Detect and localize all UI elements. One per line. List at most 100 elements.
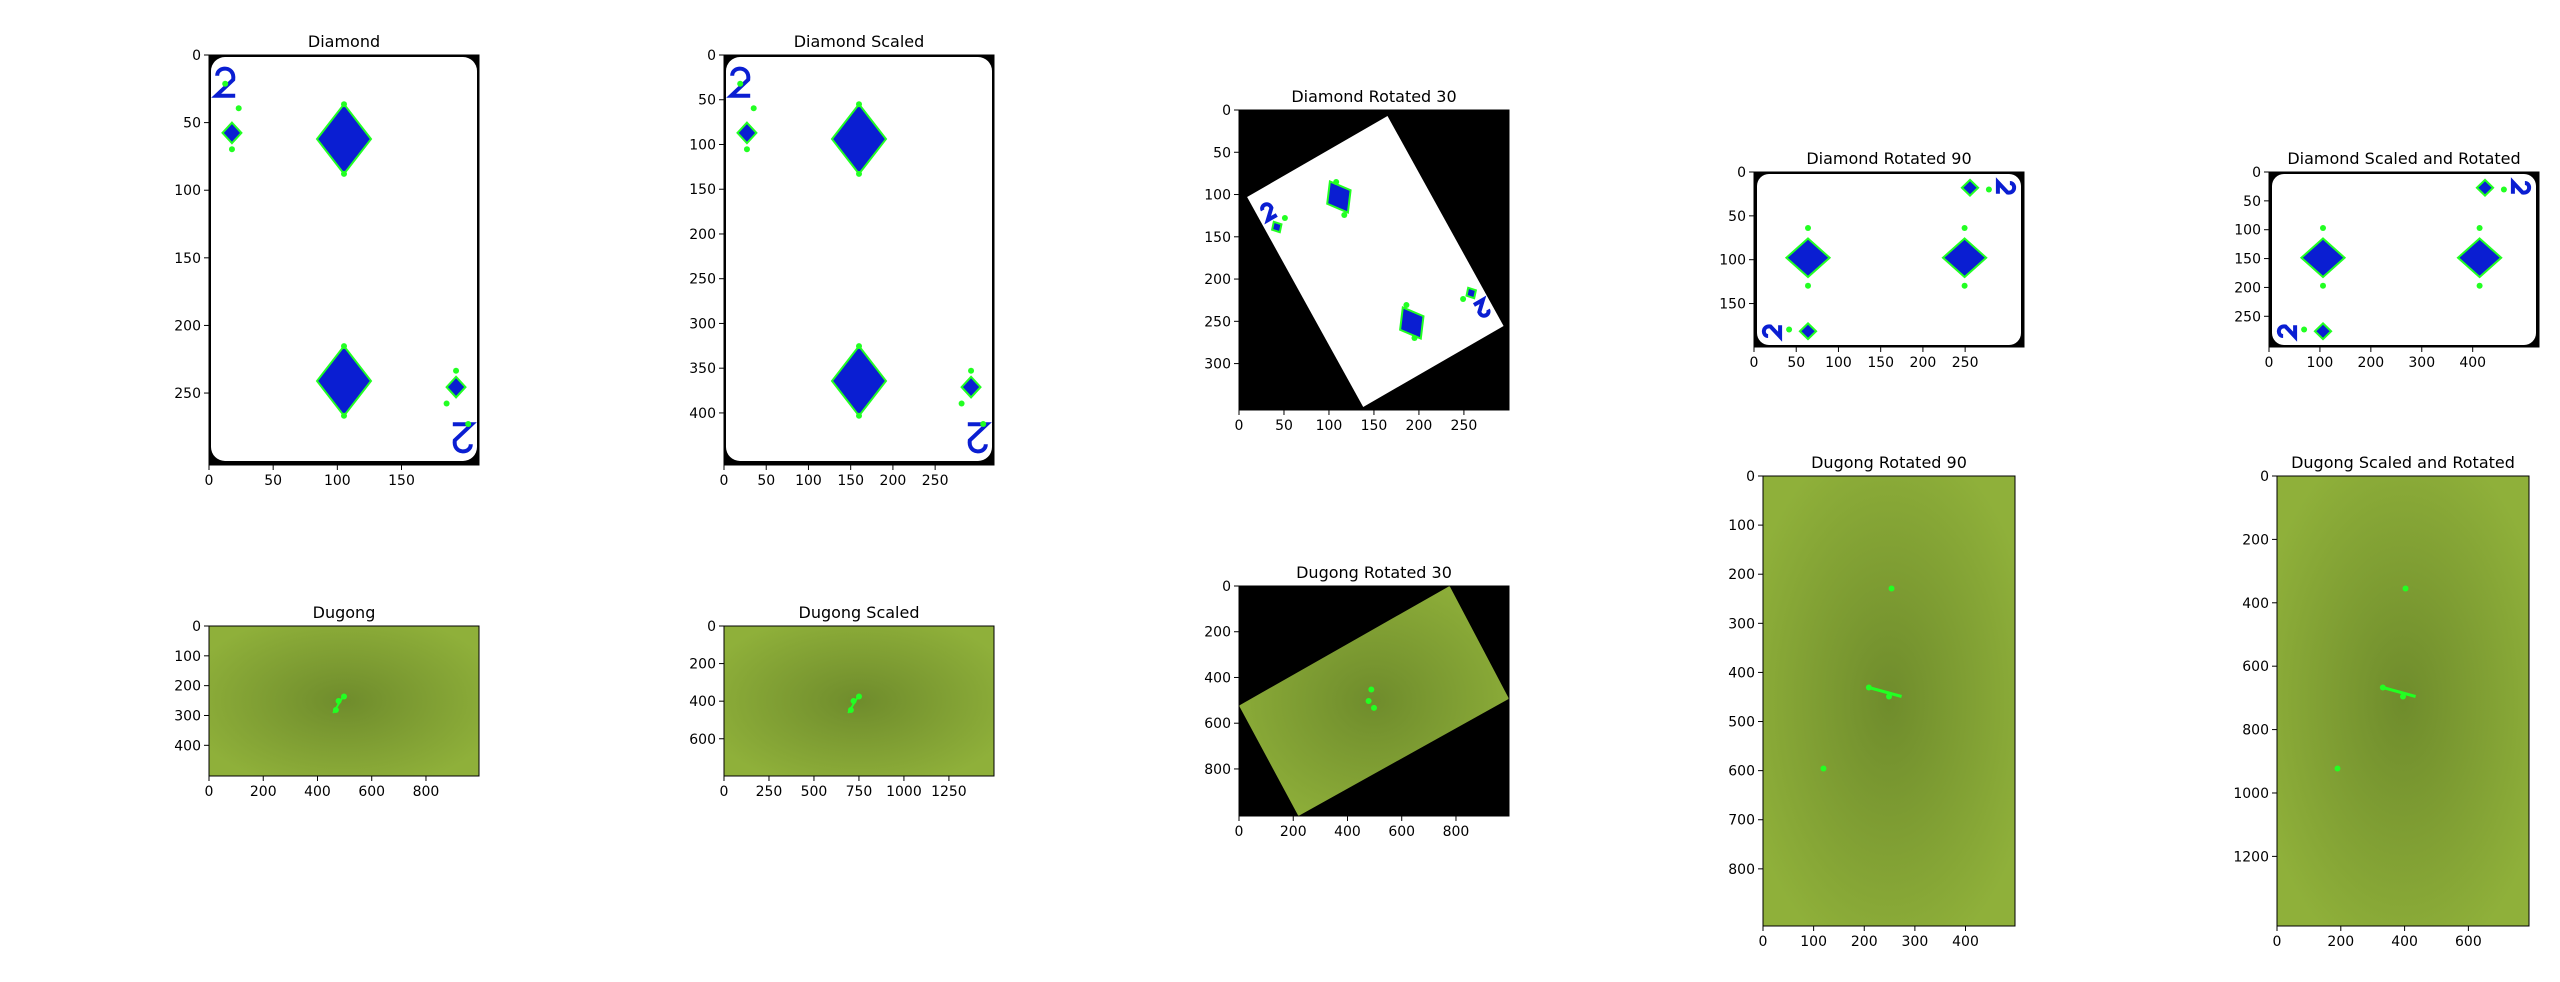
keypoint-marker [1805, 225, 1811, 231]
y-tick-label: 250 [2234, 309, 2261, 325]
subplot-title: Dugong [313, 603, 376, 622]
keypoint-marker [856, 101, 862, 108]
subplot-image [1763, 476, 2015, 926]
y-tick-label: 50 [1728, 209, 1746, 225]
x-tick-label: 0 [205, 784, 214, 800]
keypoint-marker [968, 367, 975, 374]
subplot-diamond-scaled: Diamond Scaled 0 50 100 150 200 250 0 50 100 150 20… [689, 32, 995, 489]
keypoint-marker [2476, 282, 2483, 289]
y-tick-label: 500 [1728, 715, 1755, 731]
keypoint-marker [1368, 686, 1375, 693]
x-tick-label: 50 [757, 473, 775, 489]
x-tick-label: 1000 [886, 784, 922, 800]
y-tick-label: 100 [1204, 188, 1231, 204]
axes-frame [2276, 475, 2530, 927]
green-image [1763, 476, 2015, 926]
y-tick-label: 400 [2242, 596, 2269, 612]
y-tick-label: 150 [689, 182, 716, 198]
keypoint-marker [1411, 335, 1418, 341]
diamond-pip [2456, 237, 2503, 279]
subplot-image [724, 626, 994, 776]
subplot-title: Dugong Rotated 90 [1811, 453, 1967, 472]
y-tick-label: 0 [1737, 165, 1746, 181]
y-tick-label: 200 [2234, 280, 2261, 296]
x-tick-label: 0 [720, 784, 729, 800]
y-tick-label: 600 [1204, 716, 1231, 732]
x-tick-label: 250 [922, 473, 949, 489]
y-tick-label: 200 [2242, 532, 2269, 548]
keypoint-marker [453, 367, 460, 374]
y-tick-label: 350 [689, 361, 716, 377]
y-tick-label: 150 [2234, 252, 2261, 268]
y-tick-label: 250 [174, 386, 201, 402]
y-tick-label: 1000 [2233, 786, 2269, 802]
y-tick-label: 700 [1728, 813, 1755, 829]
x-tick-label: 0 [720, 473, 729, 489]
y-tick-label: 50 [2243, 194, 2261, 210]
x-tick-label: 100 [2307, 355, 2334, 371]
keypoint-marker [743, 146, 750, 153]
y-tick-label: 150 [174, 251, 201, 267]
subplot-dugong-scaled-rot: Dugong Scaled and Rotated 0 200 400 600 0 200 4… [2233, 453, 2530, 950]
keypoint-marker [1786, 326, 1793, 333]
card-rank-two [726, 66, 751, 98]
subplot-title: Diamond Rotated 90 [1806, 149, 1971, 168]
subplot-image [209, 55, 479, 465]
keypoint-marker [2320, 225, 2326, 231]
x-tick-label: 0 [1235, 418, 1244, 434]
y-tick-label: 600 [689, 732, 716, 748]
card-rank-two [211, 66, 236, 98]
x-tick-label: 500 [801, 784, 828, 800]
subplot-image [1754, 172, 2024, 347]
keypoint-marker [1460, 296, 1467, 302]
y-tick-label: 0 [707, 619, 716, 635]
keypoint-marker [2476, 225, 2483, 231]
x-tick-label: 0 [2273, 934, 2282, 950]
keypoint-marker [1820, 765, 1827, 772]
keypoint-marker [856, 170, 862, 177]
y-tick-label: 300 [689, 316, 716, 332]
diamond-pip [960, 375, 982, 399]
y-tick-label: 600 [2242, 659, 2269, 675]
y-tick-label: 0 [192, 48, 201, 64]
y-tick-label: 0 [2252, 165, 2261, 181]
diamond-pip [1941, 237, 1988, 279]
subplot-image [2269, 172, 2539, 347]
x-tick-label: 100 [795, 473, 822, 489]
keypoint-marker [465, 421, 472, 427]
green-image [209, 626, 479, 776]
y-tick-label: 800 [2242, 723, 2269, 739]
card-rank-two [452, 422, 477, 454]
x-tick-label: 150 [1361, 418, 1388, 434]
y-tick-label: 800 [1728, 862, 1755, 878]
subplot-dugong-scaled: Dugong Scaled 0 250 500 750 1000 1250 0 200 400 60… [689, 603, 995, 800]
subplot-diamond-scaled-rot: Diamond Scaled and Rotated 0 100 200 300 400 0… [2234, 149, 2540, 371]
subplot-image [2277, 476, 2529, 926]
y-tick-label: 50 [183, 116, 201, 132]
subplot-diamond: Diamond 0 50 100 150 0 50 100 150 200 250 [174, 32, 480, 489]
x-tick-label: 50 [1275, 418, 1293, 434]
keypoint-marker [856, 343, 862, 350]
y-tick-label: 200 [689, 227, 716, 243]
y-tick-label: 150 [1204, 230, 1231, 246]
y-tick-label: 50 [1213, 145, 1231, 161]
subplot-title: Diamond Rotated 30 [1291, 87, 1456, 106]
x-tick-label: 0 [1759, 934, 1768, 950]
diamond-pip [2475, 178, 2495, 198]
keypoint-marker [235, 105, 242, 112]
subplot-title: Dugong Rotated 30 [1296, 563, 1452, 582]
diamond-pip [1399, 305, 1425, 341]
y-tick-label: 200 [174, 318, 201, 334]
subplot-title: Diamond Scaled [794, 32, 925, 51]
green-image [2277, 476, 2529, 926]
subplot-title: Diamond [308, 32, 380, 51]
card-rank-two [2276, 324, 2298, 342]
x-tick-label: 150 [1867, 355, 1894, 371]
subplot-title: Dugong Scaled and Rotated [2291, 453, 2515, 472]
y-tick-label: 150 [1719, 297, 1746, 313]
diamond-pip [1798, 321, 1818, 341]
keypoint-marker [222, 80, 229, 87]
keypoint-marker [2301, 326, 2308, 333]
keypoint-stroke [847, 694, 860, 714]
